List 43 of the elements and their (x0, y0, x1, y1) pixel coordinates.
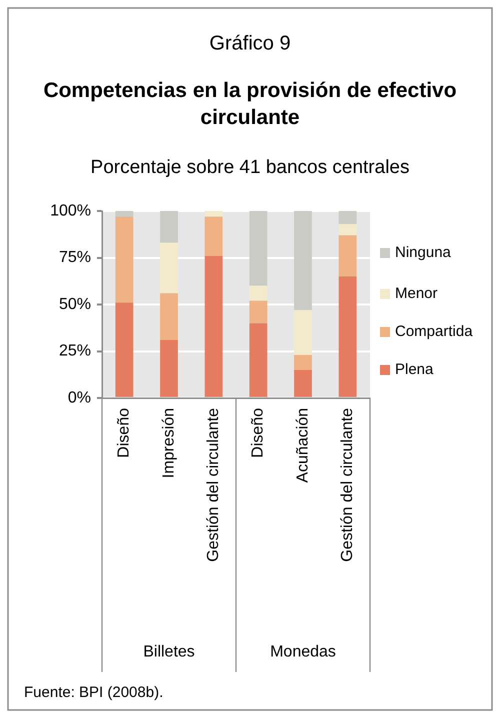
x-tick-label: Diseño (250, 408, 267, 458)
bar (160, 340, 178, 397)
bar (249, 300, 268, 324)
bar (249, 286, 268, 301)
bar (294, 310, 312, 355)
y-tick-label: 0% (68, 389, 91, 406)
legend-label: Plena (395, 361, 434, 378)
bar (160, 211, 178, 243)
chart-subtitle: Porcentaje sobre 41 bancos centrales (90, 157, 410, 178)
bar (338, 276, 357, 397)
bar (338, 224, 357, 236)
text: Billetes (143, 643, 195, 660)
legend-label: Compartida (395, 323, 474, 340)
bar (338, 235, 357, 276)
bar (160, 242, 178, 294)
bar (249, 211, 268, 286)
bar (294, 370, 312, 397)
bar (204, 216, 223, 256)
text: Gráfico 9 (209, 32, 291, 55)
y-tick-label: 25% (58, 342, 91, 360)
x-tick-label: Acuñación (294, 408, 312, 483)
bar (204, 256, 223, 397)
source-note: Fuente: BPI (2008b). (24, 684, 164, 702)
y-tick-label: 100% (50, 202, 91, 220)
x-tick-label: Gestión del circulante (205, 408, 222, 562)
bar (204, 211, 223, 217)
bar (338, 211, 357, 224)
bar (249, 323, 268, 397)
text: Monedas (270, 643, 336, 660)
legend-label: Menor (395, 285, 438, 302)
x-tick-label: Diseño (116, 408, 133, 458)
x-tick-label: Gestión del circulante (339, 408, 356, 562)
x-tick-label: Impresión (160, 408, 178, 478)
bar (294, 354, 312, 370)
y-tick-label: 75% (58, 249, 91, 266)
bar (115, 211, 134, 217)
chart-title: Competencias en la provisión de efectivo circulante (43, 78, 457, 129)
y-tick-label: 50% (58, 296, 91, 313)
legend-label: Ninguna (395, 244, 452, 262)
bar (115, 216, 134, 303)
bar (294, 211, 312, 310)
bar (160, 293, 178, 340)
bar (115, 302, 134, 397)
